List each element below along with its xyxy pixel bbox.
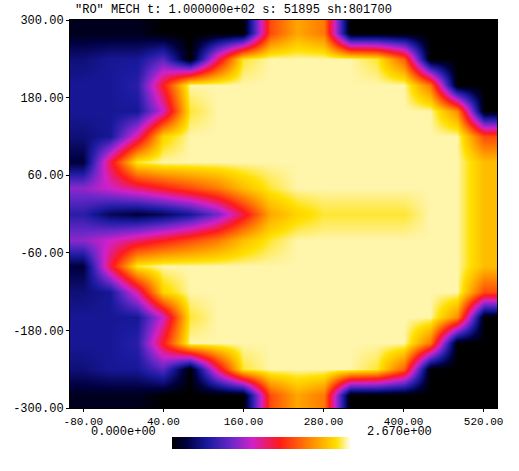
svg-text:40.00: 40.00 bbox=[147, 416, 180, 428]
svg-text:60.00: 60.00 bbox=[28, 169, 64, 183]
svg-text:520.00: 520.00 bbox=[464, 416, 504, 428]
svg-text:160.00: 160.00 bbox=[224, 416, 264, 428]
svg-text:-300.00: -300.00 bbox=[13, 402, 63, 416]
svg-text:180.00: 180.00 bbox=[20, 92, 63, 106]
svg-text:-80.00: -80.00 bbox=[64, 416, 104, 428]
svg-text:"RO" MECH t: 1.000000e+02 s: 5: "RO" MECH t: 1.000000e+02 s: 51895 sh:80… bbox=[75, 3, 392, 17]
svg-text:2.670e+00: 2.670e+00 bbox=[367, 425, 432, 439]
svg-text:400.00: 400.00 bbox=[384, 416, 424, 428]
svg-text:-60.00: -60.00 bbox=[20, 247, 63, 261]
svg-text:-180.00: -180.00 bbox=[13, 325, 63, 339]
svg-text:280.00: 280.00 bbox=[304, 416, 344, 428]
svg-text:0.000e+00: 0.000e+00 bbox=[91, 425, 156, 439]
svg-text:300.00: 300.00 bbox=[20, 14, 63, 28]
